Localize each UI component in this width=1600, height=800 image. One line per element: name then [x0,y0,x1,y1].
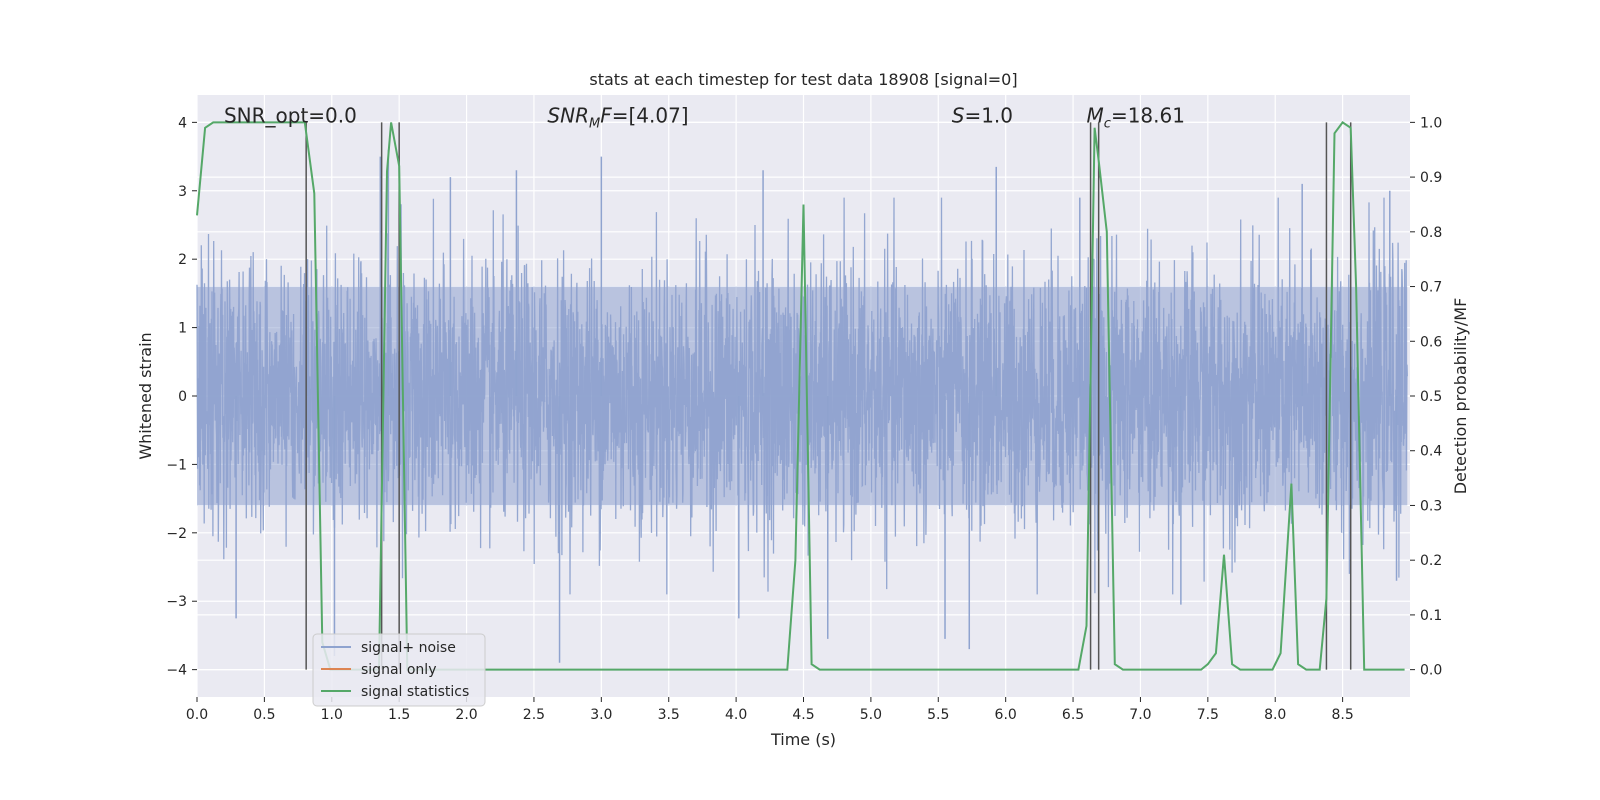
y-tick-label: −4 [166,663,187,679]
series-signal-statistics [196,121,1405,671]
legend-label: signal+ noise [361,640,456,656]
axes: 0.0 0.5 1.0 1.5 2.0 2.5 3.0 3.5 4.0 4.5 5.0 5.5 6.0 6… [166,115,1442,723]
y-right-tick-label: 0.3 [1420,498,1442,514]
y-tick-label: −1 [166,457,187,473]
y-axis-right-label: Detection probability/MF [1451,298,1470,495]
x-tick-label: 2.0 [455,707,477,723]
x-axis-label: Time (s) [770,730,836,749]
x-tick-label: 3.0 [590,707,612,723]
x-tick-label: 8.5 [1331,707,1353,723]
annotation-text: SNRMF=[4.07] [547,104,688,132]
chart-title: stats at each timestep for test data 189… [589,70,1017,89]
x-tick-label: 5.0 [860,707,882,723]
x-tick-label: 3.5 [658,707,680,723]
x-tick-label: 7.5 [1197,707,1219,723]
noise-core-band [197,286,1408,506]
x-tick-label: 5.5 [927,707,949,723]
annotations: SNR_opt=0.0 SNRMF=[4.07] S=1.0 Mc=18.61 [224,104,1185,132]
y-right-tick-label: 0.0 [1420,663,1442,679]
annotation-text: S=1.0 [952,104,1013,128]
x-tick-label: 4.5 [792,707,814,723]
vertical-markers [305,122,1352,670]
x-tick-label: 2.5 [523,707,545,723]
x-tick-label: 7.0 [1129,707,1151,723]
legend-label: signal statistics [361,684,469,700]
y-right-tick-label: 0.4 [1420,444,1442,460]
y-tick-label: 4 [178,115,187,131]
y-tick-label: −3 [166,594,187,610]
y-right-tick-label: 0.2 [1420,553,1442,569]
y-tick-label: 3 [178,184,187,200]
signal-statistics-line [196,121,1405,671]
annotation-text: SNR_opt=0.0 [224,104,357,128]
y-axis-label: Whitened strain [136,332,155,459]
y-tick-label: −2 [166,526,187,542]
y-tick-label: 1 [178,321,187,337]
y-right-tick-label: 0.7 [1420,280,1442,296]
y-tick-label: 0 [178,389,187,405]
legend-box [312,633,486,707]
x-tick-label: 6.0 [995,707,1017,723]
x-tick-label: 1.0 [321,707,343,723]
legend: signal+ noise signal only signal statistic… [312,633,486,707]
y-right-tick-label: 0.8 [1420,225,1442,241]
y-tick-label: 2 [178,252,187,268]
x-tick-label: 8.0 [1264,707,1286,723]
x-tick-label: 1.5 [388,707,410,723]
y-right-tick-label: 1.0 [1420,115,1442,131]
x-tick-label: 0.0 [186,707,208,723]
annotation-text: Mc=18.61 [1087,104,1185,132]
x-tick-label: 4.0 [725,707,747,723]
y-right-tick-label: 0.6 [1420,334,1442,350]
x-tick-label: 0.5 [253,707,275,723]
y-right-tick-label: 0.5 [1420,389,1442,405]
legend-label: signal only [361,662,436,678]
y-right-tick-label: 0.9 [1420,170,1442,186]
x-tick-label: 6.5 [1062,707,1084,723]
y-right-tick-label: 0.1 [1420,608,1442,624]
